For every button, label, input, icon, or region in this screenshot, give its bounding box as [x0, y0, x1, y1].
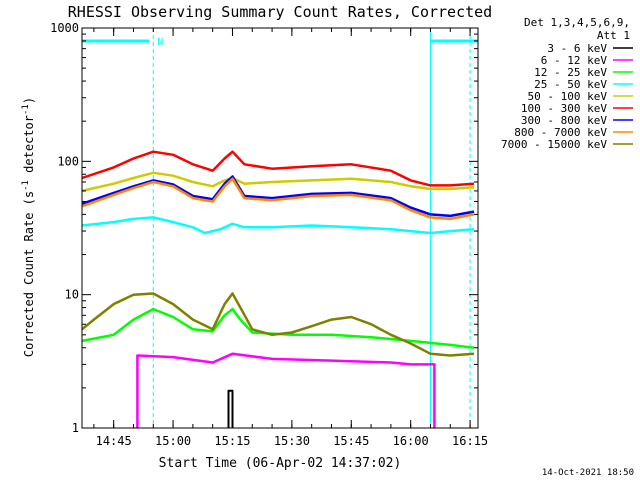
y-tick-label: 1 [72, 421, 79, 435]
series-line-3 [81, 216, 475, 235]
series-line-0 [227, 389, 234, 428]
y-tick-label: 1000 [50, 21, 79, 35]
chart-title: RHESSI Observing Summary Count Rates, Co… [68, 3, 492, 21]
legend-label-1: 6 - 12 keV [541, 54, 608, 67]
legend-label-4: 50 - 100 keV [528, 90, 608, 103]
x-tick-label: 15:45 [333, 434, 369, 448]
y-tick-label: 100 [57, 154, 79, 168]
legend-label-5: 100 - 300 keV [521, 102, 607, 115]
series-line-2 [81, 307, 475, 349]
legend-label-0: 3 - 6 keV [547, 42, 607, 55]
legend-header: Det 1,3,4,5,6,9, [524, 16, 630, 29]
legend-label-2: 12 - 25 keV [534, 66, 607, 79]
timestamp: 14-Oct-2021 18:50 [541, 468, 634, 478]
legend-label-3: 25 - 50 keV [534, 78, 607, 91]
x-tick-label: 16:15 [452, 434, 488, 448]
x-tick-label: 15:15 [214, 434, 250, 448]
y-axis-label: Corrected Count Rate (s-1 detector-1) [21, 97, 36, 357]
svg-text:Corrected Count Rate (s-1 dete: Corrected Count Rate (s-1 detector-1) [21, 97, 36, 357]
series-line-5 [81, 150, 475, 187]
plot-frame [81, 27, 479, 429]
x-tick-label: 16:00 [393, 434, 429, 448]
series-line-8 [81, 292, 475, 357]
x-tick-label: 15:30 [274, 434, 310, 448]
y-tick-label: 10 [65, 288, 79, 302]
legend-label-6: 300 - 800 keV [521, 114, 607, 127]
series-line-7 [81, 177, 475, 221]
x-tick-label: 15:00 [155, 434, 191, 448]
n-marker-label: N [157, 37, 163, 48]
x-axis-label: Start Time (06-Apr-02 14:37:02) [159, 456, 402, 471]
legend-attenuator: Att 1 [597, 29, 630, 42]
series-line-1 [136, 352, 436, 428]
legend-label-8: 7000 - 15000 keV [501, 138, 607, 151]
legend-label-7: 800 - 7000 keV [514, 126, 607, 139]
x-tick-label: 14:45 [96, 434, 132, 448]
series-line-4 [81, 171, 475, 193]
